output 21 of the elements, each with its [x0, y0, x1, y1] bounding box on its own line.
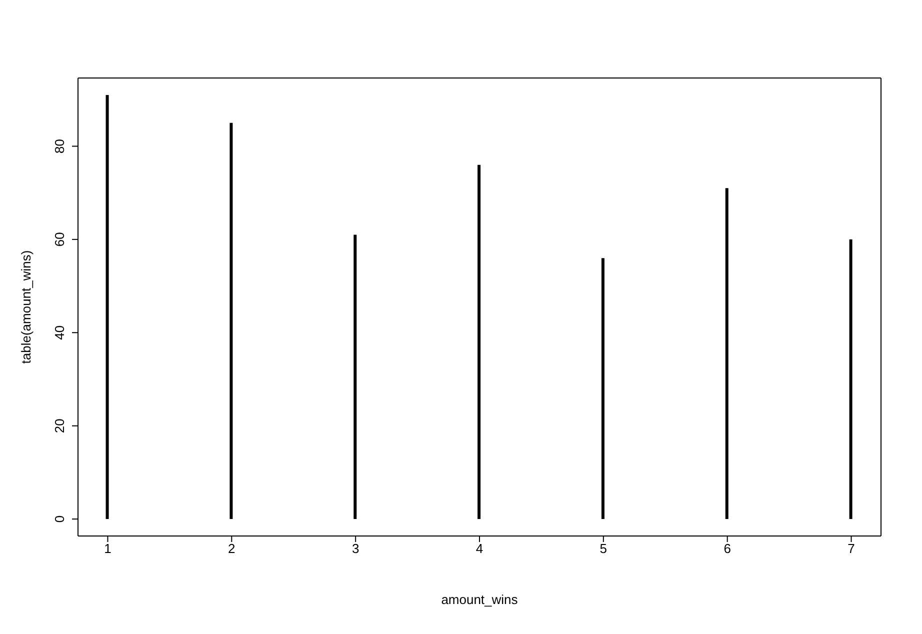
bar — [106, 94, 109, 520]
x-tick-label: 1 — [104, 541, 112, 556]
x-tick-label: 3 — [352, 541, 360, 556]
y-axis-title: table(amount_wins) — [18, 250, 34, 364]
bar — [354, 234, 357, 520]
x-tick-label: 6 — [724, 541, 731, 556]
x-tick-label: 5 — [600, 541, 608, 556]
y-tick-label: 40 — [52, 325, 67, 340]
bar — [230, 122, 233, 520]
y-tick-label: 20 — [52, 418, 67, 434]
x-axis-title: amount_wins — [441, 592, 518, 607]
x-tick-label: 7 — [848, 541, 855, 556]
bar — [849, 239, 852, 520]
bar — [478, 164, 481, 520]
y-tick-label: 0 — [52, 515, 67, 523]
bar — [725, 188, 728, 520]
bar — [601, 258, 604, 520]
x-tick-label: 2 — [228, 541, 236, 556]
y-tick-label: 80 — [52, 138, 67, 154]
x-tick-label: 4 — [476, 541, 484, 556]
y-tick-label: 60 — [52, 232, 67, 247]
